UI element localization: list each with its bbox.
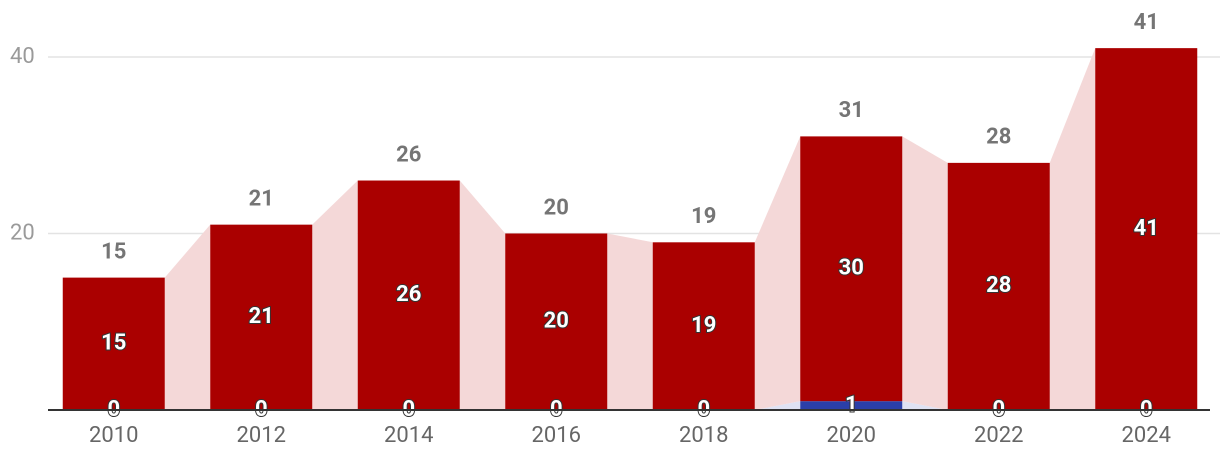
segment-label: 30 bbox=[839, 256, 864, 281]
bar-segment bbox=[800, 136, 903, 402]
connector bbox=[902, 136, 948, 411]
connector bbox=[1049, 48, 1096, 411]
total-label: 26 bbox=[396, 142, 421, 167]
x-tick-label: 2022 bbox=[974, 423, 1023, 448]
connector bbox=[754, 136, 801, 411]
segment-label: 21 bbox=[249, 304, 274, 329]
total-label: 19 bbox=[691, 204, 716, 229]
bar-segment bbox=[210, 224, 313, 410]
x-tick-label: 2010 bbox=[89, 423, 138, 448]
connector bbox=[607, 233, 653, 410]
bar-segment bbox=[1095, 48, 1198, 411]
x-tick-label: 2018 bbox=[679, 423, 728, 448]
connector bbox=[164, 224, 211, 410]
total-label: 31 bbox=[839, 98, 864, 123]
x-tick-label: 2014 bbox=[384, 423, 433, 448]
bar-segment bbox=[947, 162, 1050, 410]
y-tick-label: 40 bbox=[10, 44, 35, 69]
segment-label: 19 bbox=[691, 313, 716, 338]
segment-label: 26 bbox=[396, 282, 421, 307]
segment-label: 15 bbox=[101, 331, 126, 356]
bar-segment bbox=[800, 401, 903, 410]
y-tick-label: 20 bbox=[10, 220, 35, 245]
total-label: 21 bbox=[249, 186, 274, 211]
total-label: 15 bbox=[101, 239, 126, 264]
segment-label: 1 bbox=[845, 392, 858, 417]
bar-segment bbox=[62, 277, 165, 410]
x-tick-label: 2016 bbox=[532, 423, 581, 448]
x-tick-label: 2012 bbox=[237, 423, 286, 448]
connector bbox=[312, 180, 358, 410]
connector bbox=[754, 401, 801, 410]
bar-segment bbox=[357, 180, 460, 410]
bar-segment bbox=[505, 233, 608, 410]
connector bbox=[902, 401, 948, 410]
x-tick-label: 2024 bbox=[1122, 423, 1171, 448]
segment-label: 28 bbox=[986, 273, 1011, 298]
x-tick-label: 2020 bbox=[827, 423, 876, 448]
bar-segment bbox=[652, 242, 755, 410]
total-label: 41 bbox=[1134, 10, 1159, 35]
total-label: 28 bbox=[986, 125, 1011, 150]
segment-label: 41 bbox=[1134, 216, 1159, 241]
total-label: 20 bbox=[544, 195, 569, 220]
connector bbox=[459, 180, 506, 410]
segment-label: 20 bbox=[544, 309, 569, 334]
